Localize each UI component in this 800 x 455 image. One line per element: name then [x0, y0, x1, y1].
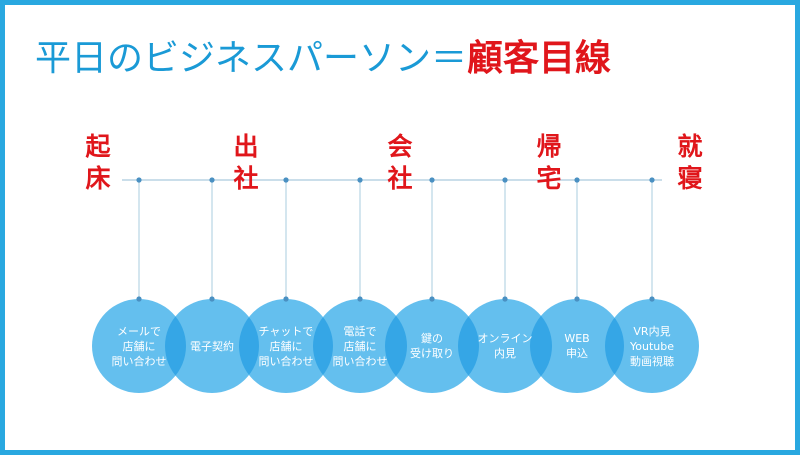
title-accent: 顧客目線 [467, 38, 612, 79]
timeline-dot-1 [136, 177, 142, 183]
timeline-dot-4 [357, 177, 363, 183]
milestone-char: 帰 [536, 132, 562, 161]
milestone-char: 会 [387, 132, 413, 161]
touchpoint-bubble-1 [92, 299, 186, 393]
touchpoint-bubble-4 [313, 299, 407, 393]
bubble-top-dot-5 [429, 296, 435, 302]
touchpoint-label-5: 鍵の 受け取り [410, 332, 454, 360]
bubble-top-dot-6 [502, 296, 508, 302]
timeline-dot-8 [649, 177, 655, 183]
milestone-3: 会社 [385, 131, 415, 195]
milestone-4: 帰宅 [534, 131, 564, 195]
bubble-top-dot-3 [283, 296, 289, 302]
timeline-dot-3 [283, 177, 289, 183]
bubble-top-dot-4 [357, 296, 363, 302]
milestone-char: 出 [233, 132, 259, 161]
milestone-char: 寝 [677, 164, 703, 193]
touchpoint-label-8: VR内見 Youtube 動画視聴 [630, 324, 674, 368]
touchpoint-label-4: 電話で 店舗に 問い合わせ [332, 324, 388, 368]
milestone-2: 出社 [231, 131, 261, 195]
touchpoint-label-6: オンライン 内見 [477, 332, 533, 360]
title-main: 平日のビジネスパーソン＝ [35, 38, 468, 79]
milestone-char: 床 [85, 164, 111, 193]
touchpoint-label-3: チャットで 店舗に 問い合わせ [258, 324, 314, 368]
bubble-top-dot-2 [209, 296, 215, 302]
touchpoint-label-2: 電子契約 [190, 339, 234, 353]
touchpoint-bubble-3 [239, 299, 333, 393]
touchpoint-bubble-8 [605, 299, 699, 393]
milestone-char: 社 [233, 164, 259, 193]
timeline-dot-7 [574, 177, 580, 183]
bubble-top-dot-8 [649, 296, 655, 302]
timeline-dot-2 [209, 177, 215, 183]
touchpoint-bubble-5 [385, 299, 479, 393]
touchpoint-label-7: WEB 申込 [564, 332, 590, 360]
milestone-char: 社 [387, 164, 413, 193]
touchpoint-label-1: メールで 店舗に 問い合わせ [111, 324, 167, 368]
touchpoint-bubble-7 [530, 299, 624, 393]
milestone-5: 就寝 [675, 131, 705, 195]
touchpoint-bubble-2 [165, 299, 259, 393]
milestone-char: 宅 [536, 164, 562, 193]
timeline-dot-6 [502, 177, 508, 183]
timeline-dot-5 [429, 177, 435, 183]
bubble-top-dot-1 [136, 296, 142, 302]
bubble-top-dot-7 [574, 296, 580, 302]
slide-title: 平日のビジネスパーソン＝顧客目線 [35, 37, 611, 81]
milestone-1: 起床 [83, 131, 113, 195]
touchpoint-bubble-6 [458, 299, 552, 393]
milestone-char: 就 [677, 132, 703, 161]
milestone-char: 起 [85, 132, 111, 161]
